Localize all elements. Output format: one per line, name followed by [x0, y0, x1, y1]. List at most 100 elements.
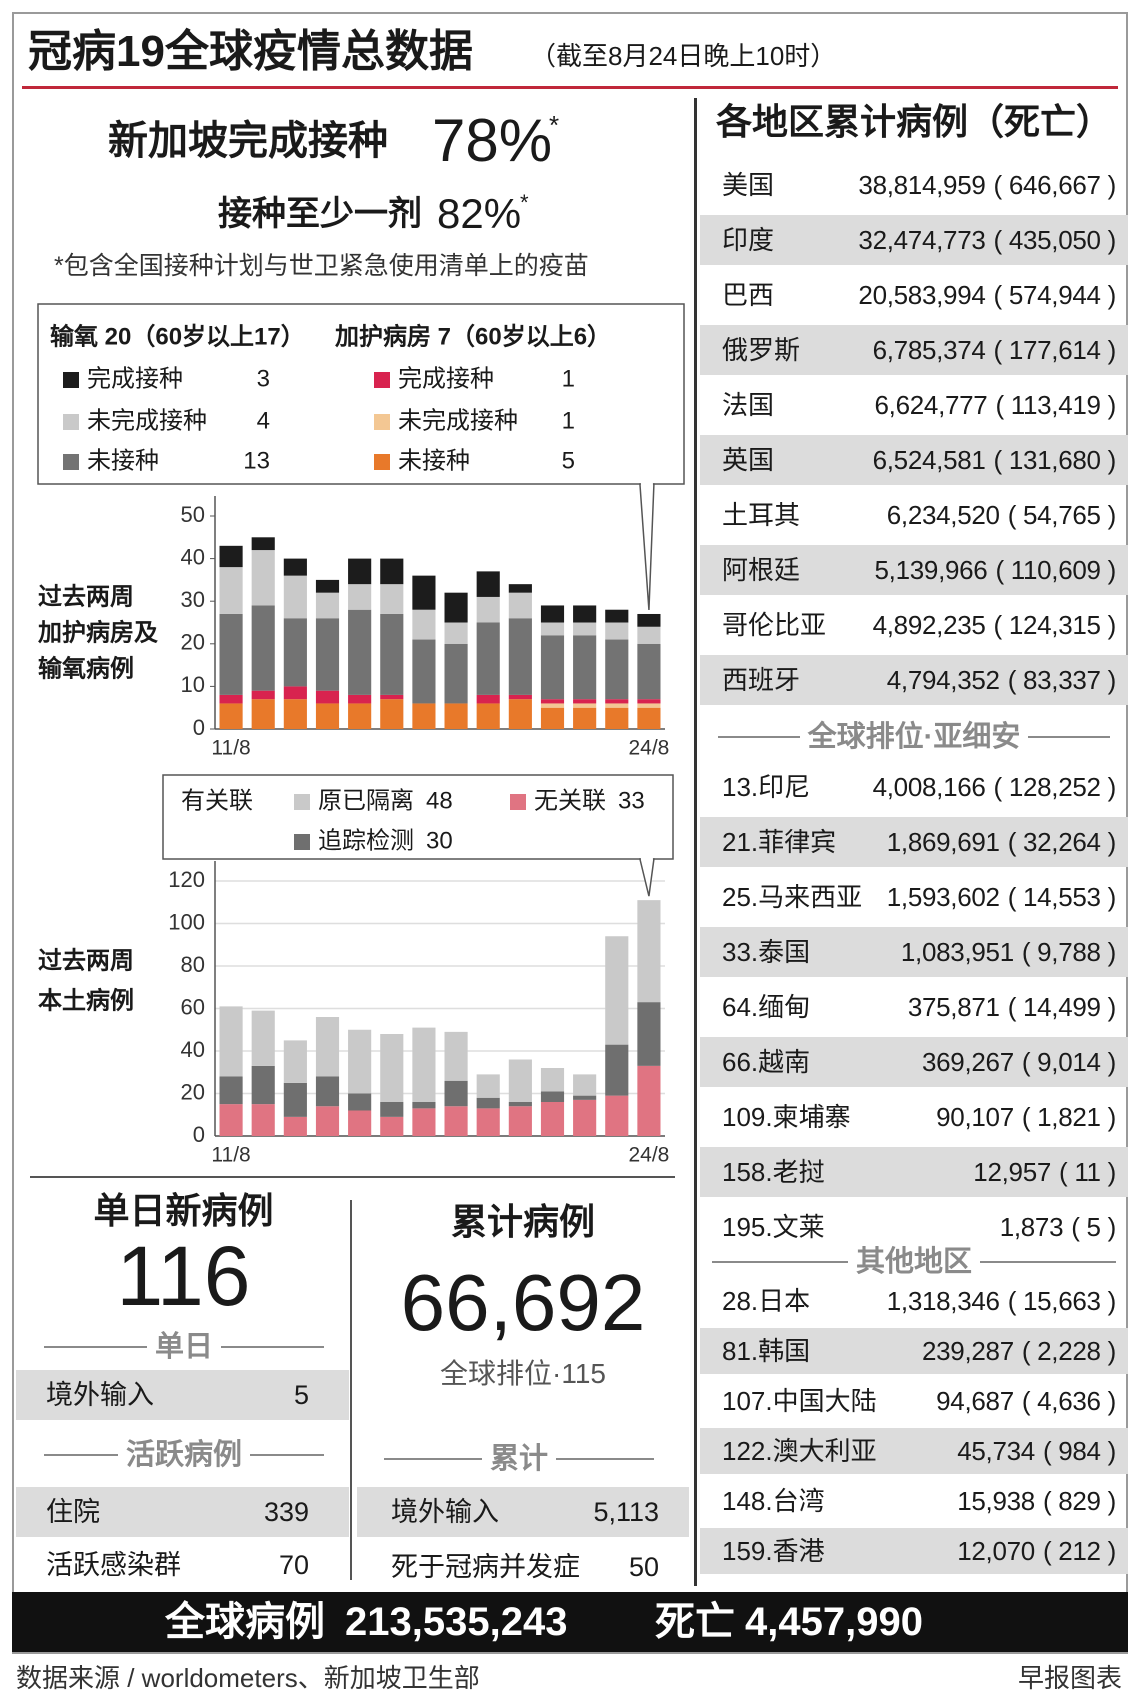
asean-section: 全球排位·亚细安	[718, 719, 1111, 755]
bar-segment	[219, 1104, 243, 1136]
region-row: 195.文莱 1,873( 5 )	[700, 1202, 1128, 1252]
side-label: 本土病例	[38, 986, 134, 1014]
y-tick-label: 30	[181, 587, 205, 612]
region-numbers: 375,871( 14,499 )	[908, 982, 1116, 1032]
region-numbers: 38,814,959( 646,667 )	[858, 160, 1116, 210]
rule	[718, 736, 800, 738]
legend-swatch	[374, 414, 390, 430]
title-rule	[22, 86, 1118, 89]
bar-segment	[251, 1065, 275, 1105]
bar-segment	[605, 1095, 629, 1136]
bar-segment	[380, 558, 404, 585]
legend-swatch	[294, 834, 310, 850]
region-cases: 6,785,374	[872, 335, 986, 365]
cumulative-title: 累计病例	[450, 1201, 595, 1242]
bar-segment	[283, 618, 307, 687]
region-deaths: ( 131,680 )	[993, 445, 1117, 475]
bar-segment	[540, 703, 565, 708]
region-name: 81.韩国	[722, 1336, 811, 1366]
legend-name: 无关联	[534, 787, 606, 814]
bar-segment	[348, 694, 372, 704]
region-cases: 45,734	[957, 1436, 1035, 1466]
legend-title: 输氧 20（60岁以上17）	[50, 322, 305, 350]
bar-segment	[251, 537, 275, 551]
x-tick-label: 24/8	[628, 1144, 669, 1167]
region-cases: 4,794,352	[886, 665, 1000, 695]
bar-segment	[444, 1080, 468, 1107]
region-deaths: ( 83,337 )	[1007, 665, 1117, 695]
region-name: 28.日本	[722, 1286, 811, 1316]
bar-segment	[315, 1017, 340, 1077]
cumulative-imported-row: 境外输入 5,113	[357, 1487, 689, 1537]
bar-segment	[315, 1106, 340, 1136]
rule	[980, 1261, 1117, 1263]
region-deaths: ( 1,821 )	[1021, 1102, 1116, 1132]
bar-segment	[573, 635, 597, 700]
hospital-row: 住院 339	[16, 1487, 349, 1537]
y-tick-label: 10	[181, 672, 205, 697]
bar-segment	[637, 1002, 661, 1066]
bar-segment	[315, 592, 340, 619]
region-name: 美国	[722, 170, 775, 200]
legend-swatch	[374, 454, 390, 470]
side-label: 加护病房及	[38, 618, 158, 646]
deaths-row: 死于冠病并发症 50	[357, 1542, 689, 1592]
region-row: 158.老挝 12,957( 11 )	[700, 1147, 1128, 1197]
region-numbers: 15,938( 829 )	[957, 1478, 1116, 1524]
bar-segment	[540, 1091, 565, 1102]
region-name: 13.印尼	[722, 772, 811, 802]
clusters-row: 活跃感染群 70	[16, 1540, 349, 1590]
region-row: 107.中国大陆 94,687( 4,636 )	[700, 1378, 1128, 1424]
bar-segment	[348, 609, 372, 695]
region-cases: 1,873	[999, 1212, 1064, 1242]
region-row: 28.日本 1,318,346( 15,663 )	[700, 1278, 1128, 1324]
region-deaths: ( 54,765 )	[1007, 500, 1117, 530]
row-value: 70	[278, 1550, 309, 1580]
bar-segment	[540, 1068, 565, 1092]
bar-segment	[251, 1104, 275, 1136]
y-tick-label: 40	[181, 544, 205, 569]
region-row: 13.印尼 4,008,166( 128,252 )	[700, 762, 1128, 812]
region-name: 阿根廷	[722, 555, 801, 585]
bar-segment	[251, 690, 275, 700]
region-deaths: ( 32,264 )	[1007, 827, 1117, 857]
vaccine-full-label: 新加坡完成接种	[108, 119, 388, 163]
bar-segment	[348, 1029, 372, 1094]
region-numbers: 1,593,602( 14,553 )	[887, 872, 1117, 922]
region-name: 195.文莱	[722, 1212, 825, 1242]
legend-swatch	[374, 372, 390, 388]
row-label: 境外输入	[46, 1380, 154, 1410]
row-label: 活跃感染群	[46, 1550, 181, 1580]
region-name: 西班牙	[722, 665, 801, 695]
bar-segment	[251, 699, 275, 729]
legend-swatch	[510, 794, 526, 810]
section-label: 全球排位·亚细安	[807, 721, 1021, 753]
bar-segment	[508, 1102, 532, 1107]
region-deaths: ( 113,419 )	[995, 390, 1116, 420]
region-name: 25.马来西亚	[722, 882, 863, 912]
bar-segment	[573, 1074, 597, 1096]
bar-segment	[573, 622, 597, 636]
section-label: 活跃病例	[126, 1439, 243, 1471]
bar-segment	[476, 694, 500, 704]
legend-pointer	[639, 483, 655, 611]
bar-segment	[315, 579, 340, 593]
region-name: 64.缅甸	[722, 992, 811, 1022]
bar-segment	[380, 1102, 404, 1117]
region-name: 109.柬埔寨	[722, 1102, 851, 1132]
region-row: 64.缅甸 375,871( 14,499 )	[700, 982, 1128, 1032]
region-name: 土耳其	[722, 500, 801, 530]
row-value: 5	[293, 1380, 309, 1410]
region-numbers: 94,687( 4,636 )	[936, 1378, 1116, 1424]
global-cases: 213,535,243	[345, 1600, 568, 1644]
vaccine-full-mark: *	[549, 110, 560, 140]
y-tick-label: 20	[181, 1079, 205, 1104]
region-name: 66.越南	[722, 1047, 811, 1077]
region-numbers: 6,234,520( 54,765 )	[887, 490, 1117, 540]
region-numbers: 6,785,374( 177,614 )	[872, 325, 1117, 375]
daily-section: 单日	[44, 1329, 325, 1365]
legend-value: 48	[426, 787, 453, 814]
region-deaths: ( 11 )	[1059, 1157, 1116, 1187]
bar-segment	[412, 1102, 436, 1109]
region-row: 66.越南 369,267( 9,014 )	[700, 1037, 1128, 1087]
